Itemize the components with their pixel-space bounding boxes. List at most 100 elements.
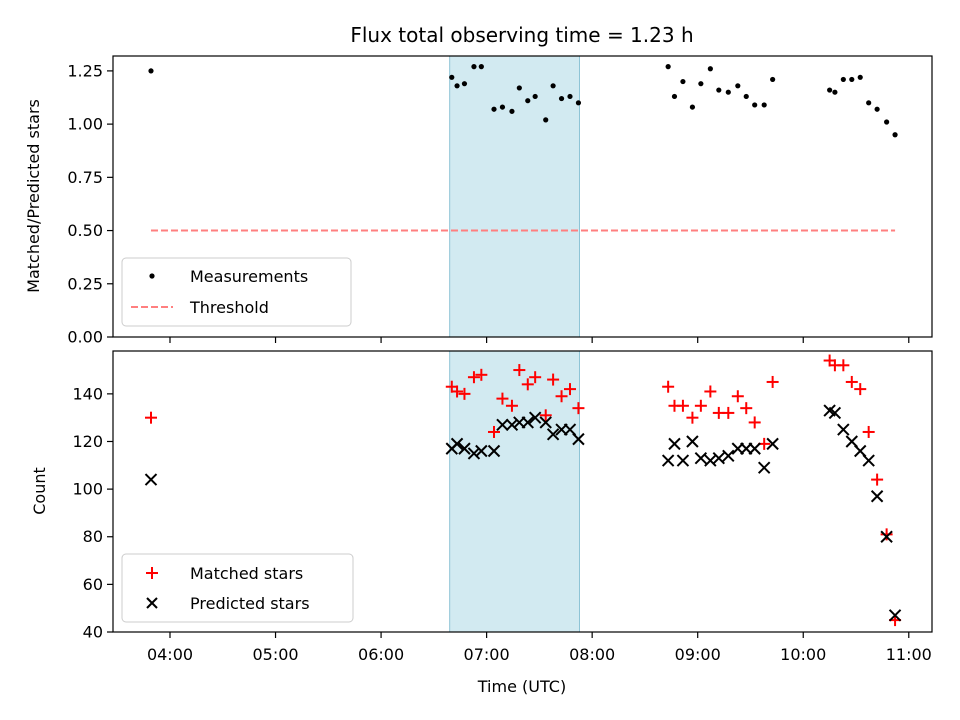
matched-star-point	[731, 390, 744, 403]
x-tick-label: 04:00	[147, 645, 193, 664]
predicted-star-point	[661, 454, 675, 467]
matched-star-point	[766, 375, 779, 388]
matched-star-point	[467, 371, 480, 384]
measurement-point	[689, 104, 696, 110]
y-tick-label: 1.25	[67, 61, 103, 80]
measurement-point	[532, 93, 538, 100]
matched-star-point	[854, 383, 867, 396]
matched-star-point	[722, 406, 735, 419]
y-tick-label: 0.00	[67, 328, 103, 347]
measurement-point	[509, 108, 515, 114]
ratio-plot-frame	[112, 55, 933, 338]
legend-measurements-marker	[149, 273, 155, 279]
matched-star-point	[488, 425, 501, 438]
x-tick-label: 11:00	[886, 645, 932, 664]
counts-series-layer	[144, 354, 902, 627]
measurement-point	[698, 81, 704, 87]
predicted-star-point	[686, 435, 699, 448]
measurement-point	[866, 100, 872, 106]
legend-matched-label: Matched stars	[190, 564, 303, 583]
x-axis-label: Time (UTC)	[477, 677, 566, 696]
predicted-star-point	[467, 447, 481, 460]
ratio-y-axis: 0.00 0.25 0.50 0.75 1.00 1.25	[67, 61, 113, 347]
measurement-point	[849, 76, 855, 83]
measurement-point	[543, 117, 549, 123]
matched-star-point	[529, 371, 542, 384]
counts-x-axis: 04:00 05:00 06:00 07:00 08:00 09:00 10:00 11:00	[147, 632, 932, 664]
predicted-star-point	[757, 461, 771, 474]
observing-span-rect	[449, 55, 580, 338]
y-tick-label: 120	[72, 432, 103, 451]
matched-star-point	[496, 392, 509, 405]
counts-legend: Matched stars Predicted stars	[121, 553, 354, 623]
ratio-x-ticks	[169, 337, 910, 343]
measurement-point	[665, 64, 671, 70]
matched-star-point	[694, 399, 707, 412]
predicted-star-point	[521, 416, 534, 429]
counts-panel: 40 60 80 100 120 140 04:00 05:00 06:00 07:00 08:0…	[30, 350, 933, 696]
predicted-star-point	[505, 418, 519, 432]
counts-y-axis-label: Count	[30, 467, 49, 515]
measurement-point	[770, 76, 776, 83]
predicted-star-point	[450, 437, 464, 451]
measurement-point	[454, 83, 460, 89]
predicted-star-point	[870, 490, 884, 503]
measurement-point	[478, 64, 484, 70]
x-tick-label: 10:00	[780, 645, 826, 664]
measurement-point	[761, 102, 767, 108]
counts-y-axis: 40 60 80 100 120 140	[72, 384, 113, 642]
predicted-star-point	[572, 432, 585, 446]
measurement-point	[148, 68, 154, 74]
measurement-point	[857, 74, 863, 80]
matched-star-point	[740, 402, 753, 415]
predicted-star-point	[668, 437, 681, 451]
matched-star-point	[880, 528, 893, 541]
predicted-star-point	[676, 454, 690, 467]
legend-predicted-marker	[146, 597, 158, 609]
matched-star-point	[572, 402, 585, 415]
predicted-star-point	[144, 473, 158, 486]
matched-star-point	[871, 473, 884, 486]
predicted-star-point	[475, 444, 488, 458]
matched-star-point	[837, 359, 850, 372]
matched-star-point	[862, 425, 875, 438]
y-tick-label: 0.75	[67, 168, 103, 187]
matched-star-point	[704, 385, 717, 398]
matched-star-point	[686, 411, 699, 424]
measurement-point	[575, 100, 582, 106]
predicted-star-point	[694, 451, 708, 465]
observing-span-shade	[449, 350, 580, 633]
y-tick-label: 60	[83, 575, 103, 594]
x-tick-label: 05:00	[252, 645, 298, 664]
matched-star-point	[539, 409, 552, 422]
measurement-point	[525, 98, 531, 104]
measurement-point	[892, 132, 898, 138]
matched-star-point	[144, 411, 157, 424]
measurement-point	[550, 83, 556, 89]
measurement-point	[874, 106, 880, 112]
y-tick-label: 100	[72, 480, 103, 499]
measurement-point	[471, 64, 477, 70]
counts-legend-box	[121, 553, 354, 623]
ratio-y-axis-label: Matched/Predicted stars	[24, 99, 43, 293]
predicted-star-point	[722, 449, 735, 462]
predicted-star-point	[880, 530, 893, 543]
measurement-point	[491, 106, 497, 112]
predicted-star-point	[539, 416, 552, 429]
measurement-point	[558, 95, 565, 102]
predicted-star-point	[546, 428, 560, 441]
x-tick-label: 08:00	[569, 645, 615, 664]
legend-threshold-label: Threshold	[189, 298, 269, 317]
matched-star-point	[505, 399, 518, 412]
measurement-point	[516, 85, 522, 91]
predicted-star-point	[828, 406, 842, 420]
measurement-point	[725, 89, 731, 95]
measurement-point	[671, 93, 678, 100]
x-tick-label: 07:00	[464, 645, 510, 664]
matched-star-point	[662, 380, 675, 393]
y-tick-label: 0.25	[67, 274, 103, 293]
legend-predicted-label: Predicted stars	[190, 594, 310, 613]
matched-star-point	[555, 390, 568, 403]
measurement-point	[832, 89, 838, 95]
